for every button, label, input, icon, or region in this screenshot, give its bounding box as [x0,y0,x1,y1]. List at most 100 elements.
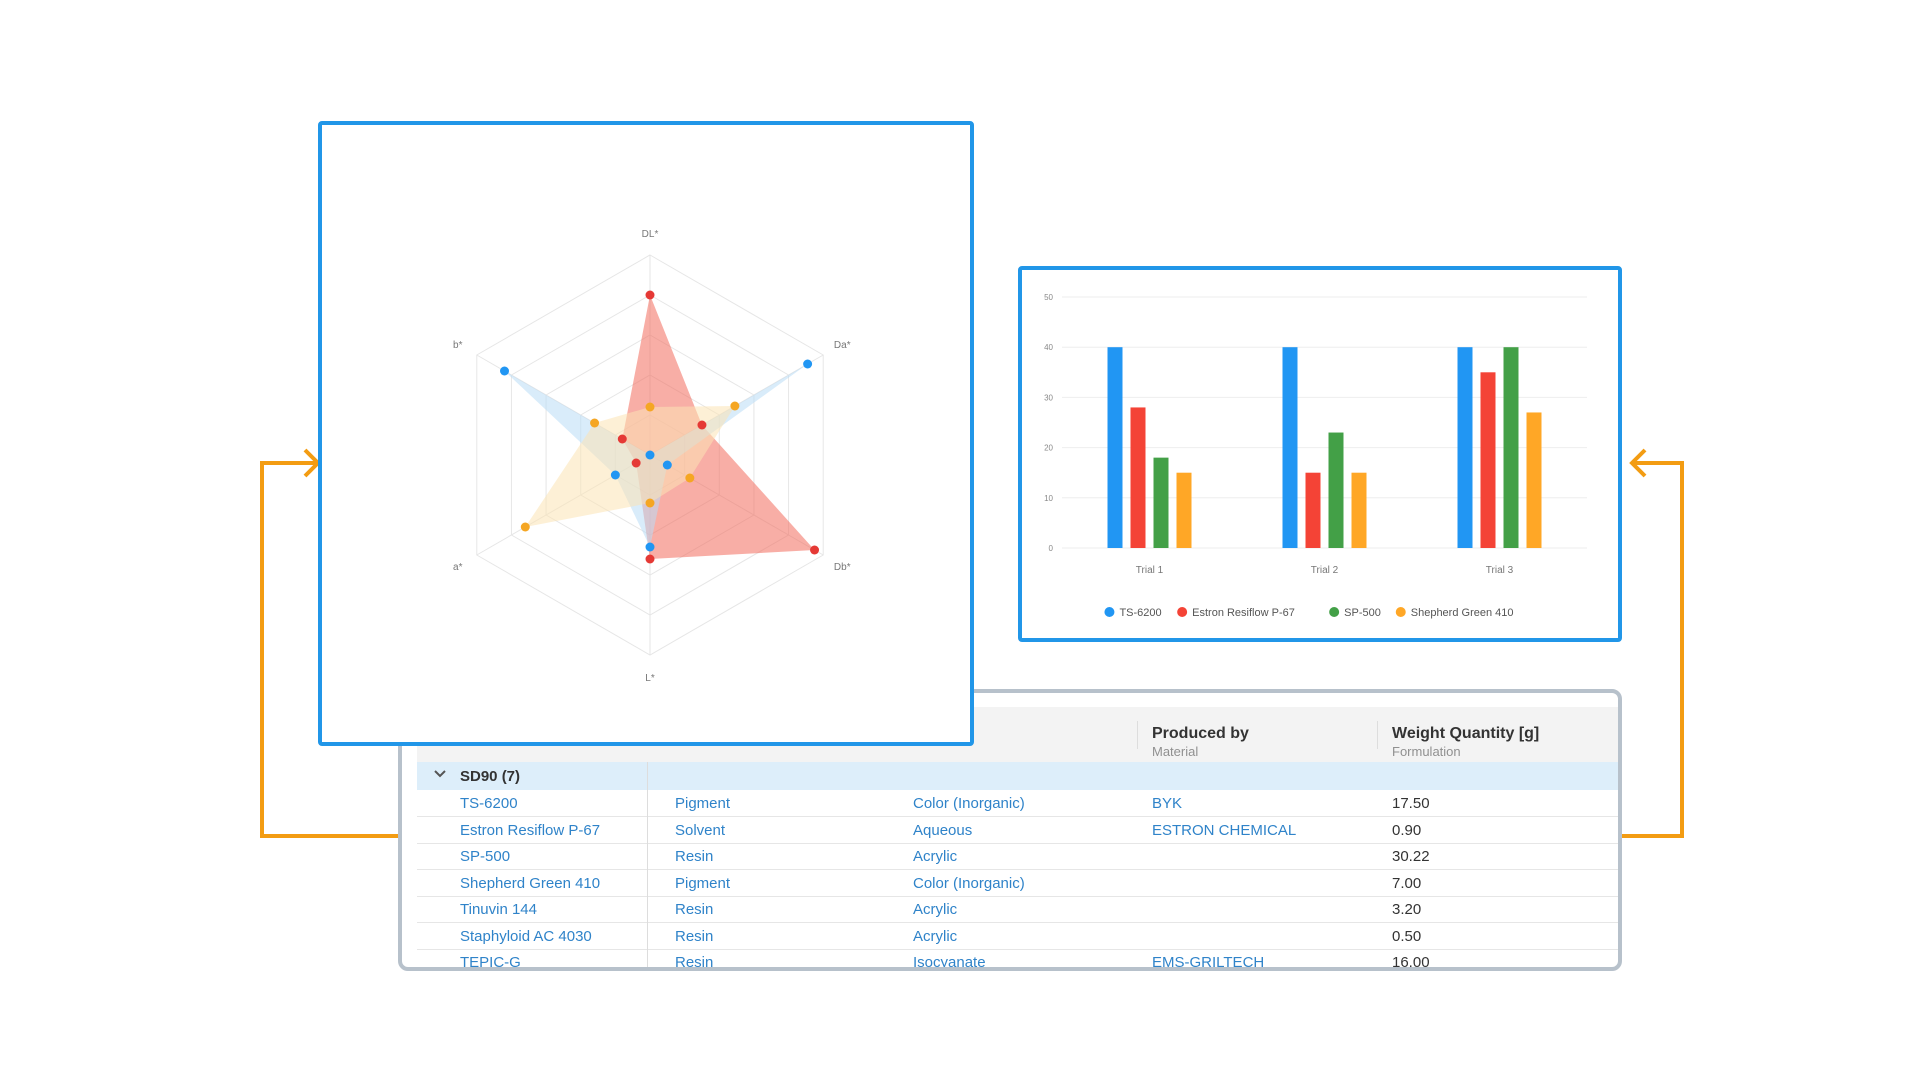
cell-category[interactable]: Color (Inorganic) [913,795,1025,812]
legend-label: Shepherd Green 410 [1411,607,1514,619]
table-row[interactable]: SP-500 Resin Acrylic 30.22 [417,843,1618,870]
cell-producer[interactable]: ESTRON CHEMICAL [1152,821,1297,839]
radar-axis-label: L* [645,673,655,684]
legend-label: TS-6200 [1119,607,1161,619]
y-tick-label: 50 [1044,293,1053,302]
radar-point [645,290,655,300]
cell-producer[interactable]: EMS-GRILTECH [1152,954,1265,971]
y-tick-label: 0 [1049,544,1054,553]
group-label: SD90 (7) [460,768,521,785]
column-title: Weight Quantity [g] [1392,725,1540,742]
y-tick-label: 40 [1044,343,1053,352]
cell-category[interactable]: Acrylic [913,927,958,945]
right-connector-line [1622,461,1684,838]
radar-point [803,359,813,369]
radar-point [645,450,655,460]
bar [1282,347,1298,548]
radar-point [645,542,655,552]
bar [1526,412,1542,548]
x-category-label: Trial 2 [1311,565,1339,576]
bar [1130,407,1146,548]
cell-type[interactable]: Solvent [675,821,726,839]
cell-type[interactable]: Pigment [675,795,731,812]
radar-point [617,434,627,444]
cell-category[interactable]: Isocyanate [913,954,986,971]
cell-weight: 17.50 [1392,795,1430,812]
bar [1351,472,1367,548]
table-row[interactable]: Staphyloid AC 4030 Resin Acrylic 0.50 [417,923,1618,950]
cell-type[interactable]: Resin [675,927,714,945]
table-row[interactable]: TS-6200 Pigment Color (Inorganic) BYK 17.50 [417,790,1618,817]
radar-point [645,498,655,508]
bar [1153,457,1169,548]
table-row[interactable]: Shepherd Green 410 Pigment Color (Inorgani… [417,870,1618,897]
cell-name[interactable]: Tinuvin 144 [460,901,537,918]
radar-point [685,473,695,483]
cell-category[interactable]: Color (Inorganic) [913,874,1025,892]
cell-name[interactable]: Estron Resiflow P-67 [460,821,601,839]
cell-weight: 3.20 [1392,901,1422,918]
left-connector-line [260,461,400,838]
bar [1176,472,1192,548]
table-row[interactable]: Tinuvin 144 Resin Acrylic 3.20 [417,896,1618,923]
table-row[interactable]: TEPIC-G Resin Isocyanate EMS-GRILTECH 16.00 [417,949,1618,971]
column-header-produced-by[interactable]: Produced by Material [1137,707,1377,762]
legend-label: SP-500 [1344,607,1381,619]
bar [1457,347,1473,548]
cell-type[interactable]: Pigment [675,874,731,892]
radar-axis-label: DL* [642,229,659,240]
radar-point [645,554,655,564]
cell-weight: 0.50 [1392,927,1422,945]
column-divider [1137,721,1138,749]
cell-category[interactable]: Aqueous [913,821,973,839]
radar-point [590,418,600,428]
cell-weight: 0.90 [1392,821,1422,839]
cell-type[interactable]: Resin [675,901,714,918]
y-tick-label: 30 [1044,393,1053,402]
cell-name[interactable]: TS-6200 [460,795,518,812]
cell-category[interactable]: Acrylic [913,848,958,865]
radar-series-area [622,295,815,559]
radar-point [631,458,641,468]
radar-point [645,402,655,412]
cell-name[interactable]: TEPIC-G [460,954,521,971]
right-connector-arrowhead [1629,448,1647,478]
radar-point [610,470,620,480]
x-category-label: Trial 1 [1136,565,1164,576]
column-subtitle: Formulation [1392,744,1461,759]
cell-category[interactable]: Acrylic [913,901,958,918]
cell-type[interactable]: Resin [675,954,714,971]
column-divider [647,762,648,967]
bar [1503,347,1519,548]
cell-name[interactable]: SP-500 [460,848,511,865]
table-row[interactable]: Estron Resiflow P-67 Solvent Aqueous ESTRON… [417,817,1618,844]
chevron-down-icon[interactable] [434,770,446,778]
cell-producer[interactable]: BYK [1152,795,1183,812]
column-header-weight-quantity[interactable]: Weight Quantity [g] Formulation [1377,707,1618,762]
bar [1107,347,1123,548]
radar-series-area [525,406,735,527]
column-divider [1377,721,1378,749]
radar-chart: DL* Da* Db* L* a* b* [453,229,851,684]
legend-swatch [1329,607,1340,617]
legend-swatch [1177,607,1188,617]
x-category-label: Trial 3 [1486,565,1514,576]
radar-axis-label: Da* [834,340,851,351]
group-row-sd90[interactable]: SD90 (7) [417,762,1618,790]
cell-name[interactable]: Shepherd Green 410 [460,874,601,892]
cell-weight: 30.22 [1392,848,1430,865]
cell-type[interactable]: Resin [675,848,714,865]
cell-weight: 16.00 [1392,954,1430,971]
bar-chart-panel: 0 10 20 30 40 50 Trial 1 Trial 2 Trial 3 TS-6200 E… [1018,266,1622,642]
cell-weight: 7.00 [1392,874,1422,892]
cell-name[interactable]: Staphyloid AC 4030 [460,927,592,945]
column-subtitle: Material [1152,744,1199,759]
radar-axis-label: a* [453,562,463,573]
legend-swatch [1395,607,1406,617]
radar-point [730,401,740,411]
y-tick-label: 10 [1044,494,1053,503]
y-tick-label: 20 [1044,444,1053,453]
radar-point [500,366,510,376]
column-title: Produced by [1152,725,1249,742]
